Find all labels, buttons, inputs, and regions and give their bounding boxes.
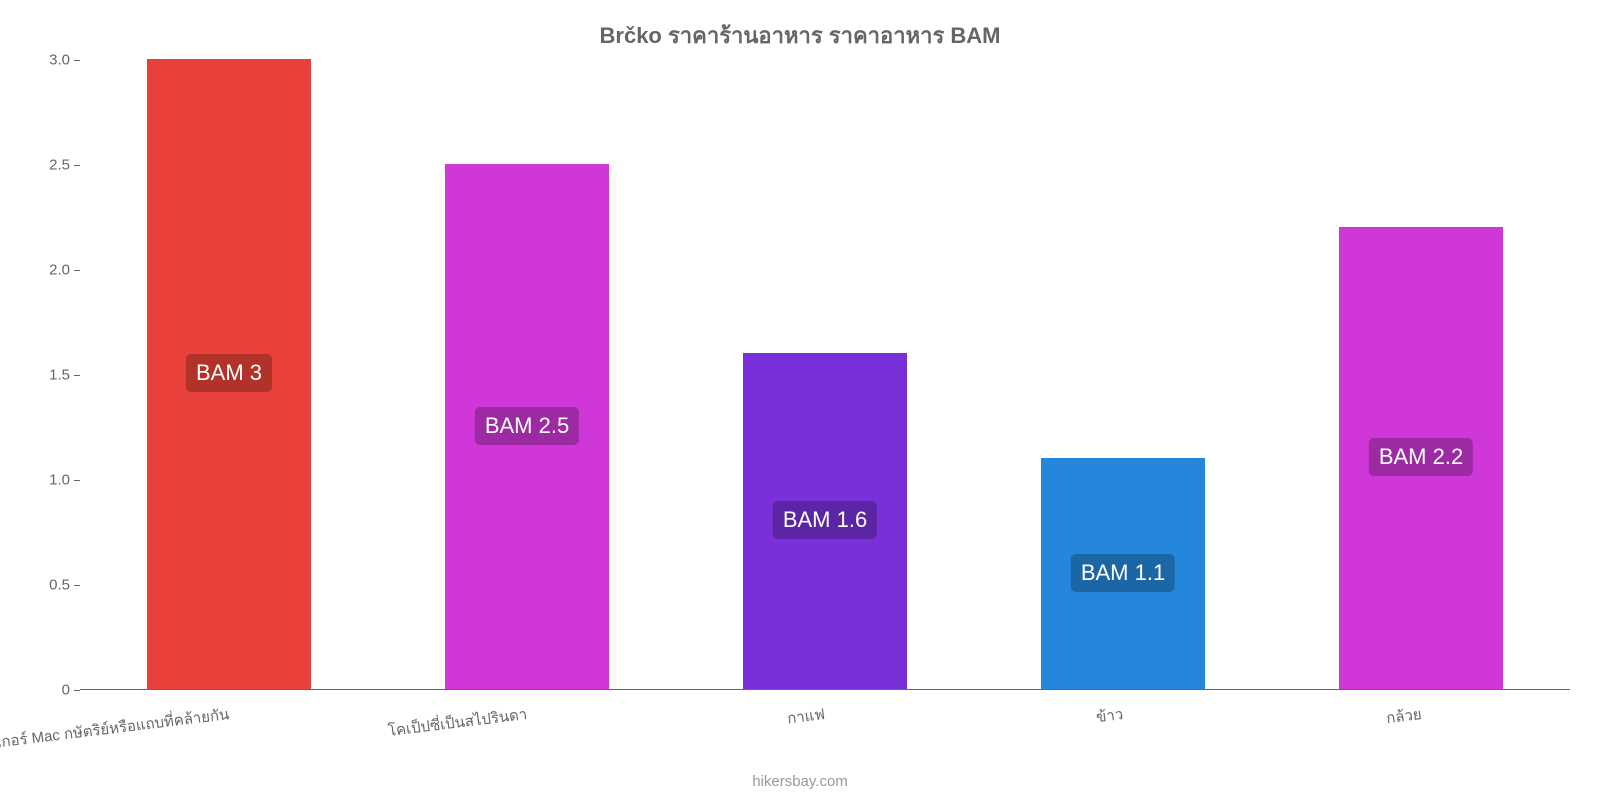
y-tick-mark [74, 375, 80, 376]
y-tick-mark [74, 690, 80, 691]
y-tick: 1.0 [30, 472, 70, 489]
value-label: BAM 3 [186, 354, 272, 392]
value-label: BAM 1.1 [1071, 554, 1175, 592]
value-label: BAM 2.2 [1369, 438, 1473, 476]
value-label: BAM 1.6 [773, 501, 877, 539]
y-tick-mark [74, 165, 80, 166]
y-tick: 2.0 [30, 262, 70, 279]
x-label: กล้วย [1384, 702, 1422, 730]
y-tick-mark [74, 270, 80, 271]
y-tick-mark [74, 480, 80, 481]
y-tick-mark [74, 60, 80, 61]
y-tick: 3.0 [30, 52, 70, 69]
chart-footer: hikersbay.com [0, 773, 1600, 790]
y-tick: 0.5 [30, 577, 70, 594]
y-tick: 2.5 [30, 157, 70, 174]
y-tick: 0 [30, 682, 70, 699]
y-tick: 1.5 [30, 367, 70, 384]
x-label: ข้าว [1095, 702, 1125, 729]
chart-container: Brčko ราคาร้านอาหาร ราคาอาหาร BAM 00.51.… [0, 0, 1600, 800]
x-label: เบอร์เกอร์ Mac กษัตริย์หรือแถบที่คล้ายกั… [0, 702, 230, 758]
y-tick-mark [74, 585, 80, 586]
x-label: โคเป็ปซี่เป็นสไปรินดา [387, 702, 529, 743]
plot-area: 00.51.01.52.02.53.0BAM 3เบอร์เกอร์ Mac ก… [80, 60, 1570, 690]
chart-title: Brčko ราคาร้านอาหาร ราคาอาหาร BAM [0, 18, 1600, 53]
x-label: กาแฟ [786, 702, 826, 730]
value-label: BAM 2.5 [475, 407, 579, 445]
